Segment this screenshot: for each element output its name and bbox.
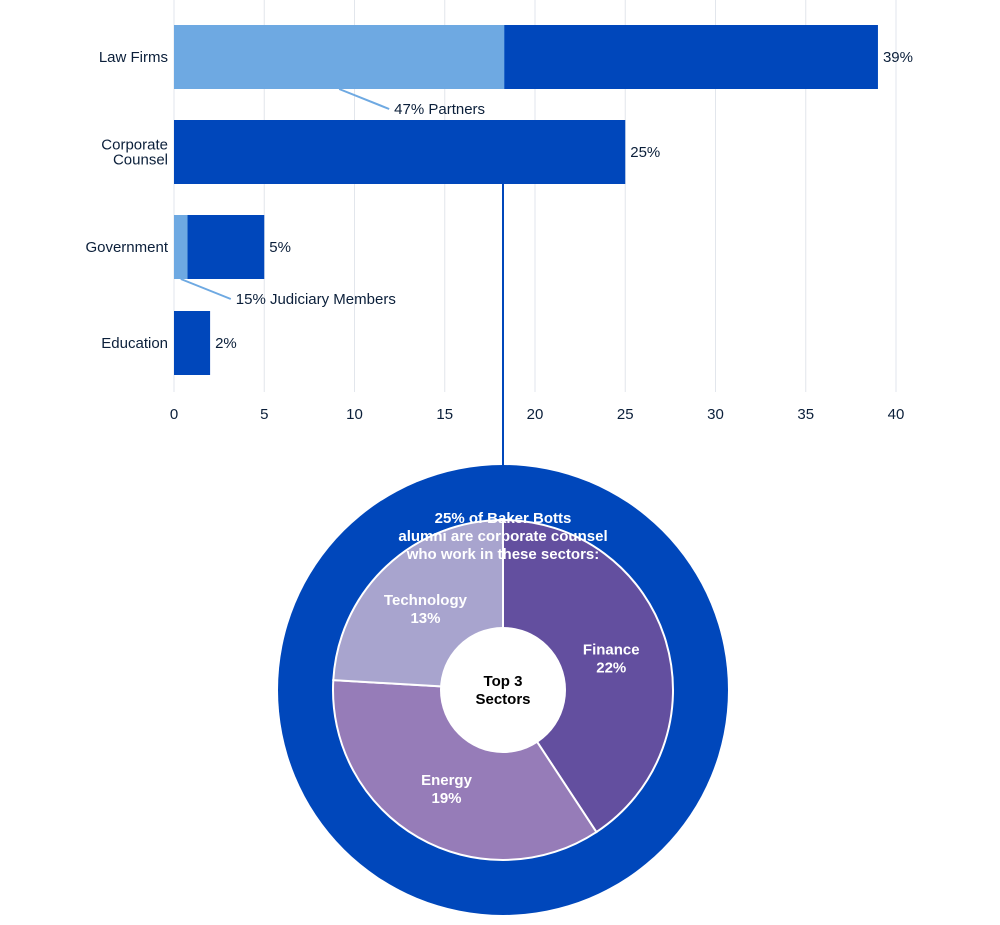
bar-layer [174,25,878,375]
bar-education [174,311,211,375]
donut-center-label: Top 3 [484,673,523,690]
annotation-label-government: 15% Judiciary Members [236,291,396,308]
donut-title-line: 25% of Baker Botts [435,510,572,527]
x-tick-label-0: 0 [170,406,178,423]
value-label-government: 5% [269,239,291,256]
x-tick-label-10: 10 [346,406,363,423]
category-label-corporate-counsel: Corporate [101,137,168,154]
bar-corporate-counsel [174,120,626,184]
slice-value-energy: 19% [431,790,461,807]
category-label-government: Government [85,239,168,256]
label-layer: 0 5 10 15 20 25 30 35 40 Law Firms 39% CorporateCou… [85,49,913,423]
highlight-segment-government [174,215,188,279]
x-tick-label-25: 25 [617,406,634,423]
donut-center-label: Sectors [475,691,530,708]
x-tick-label-20: 20 [527,406,544,423]
slice-value-finance: 22% [596,660,626,677]
annotation-line-law-firms [338,88,390,110]
slice-energy [332,679,598,861]
value-label-education: 2% [215,335,237,352]
x-tick-label-15: 15 [436,406,453,423]
slice-value-technology: 13% [410,610,440,627]
x-tick-label-5: 5 [260,406,268,423]
x-tick-label-30: 30 [707,406,724,423]
donut-center [440,627,566,753]
category-label-corporate-counsel: Counsel [113,152,168,169]
slice-label-technology: Technology [384,592,468,609]
donut-title-line: alumni are corporate counsel [398,528,607,545]
category-label-education: Education [101,335,168,352]
category-label-law-firms: Law Firms [99,49,168,66]
x-tick-label-40: 40 [888,406,905,423]
annotation-line-government [180,278,232,300]
slice-label-finance: Finance [583,642,640,659]
annotation-label-law-firms: 47% Partners [394,101,485,118]
value-label-corporate-counsel: 25% [630,144,660,161]
donut-title-line: who work in these sectors: [406,546,600,563]
highlight-segment-law-firms [174,25,505,89]
bar-government [174,215,265,279]
value-label-law-firms: 39% [883,49,913,66]
slice-label-energy: Energy [421,772,473,789]
x-tick-label-35: 35 [797,406,814,423]
